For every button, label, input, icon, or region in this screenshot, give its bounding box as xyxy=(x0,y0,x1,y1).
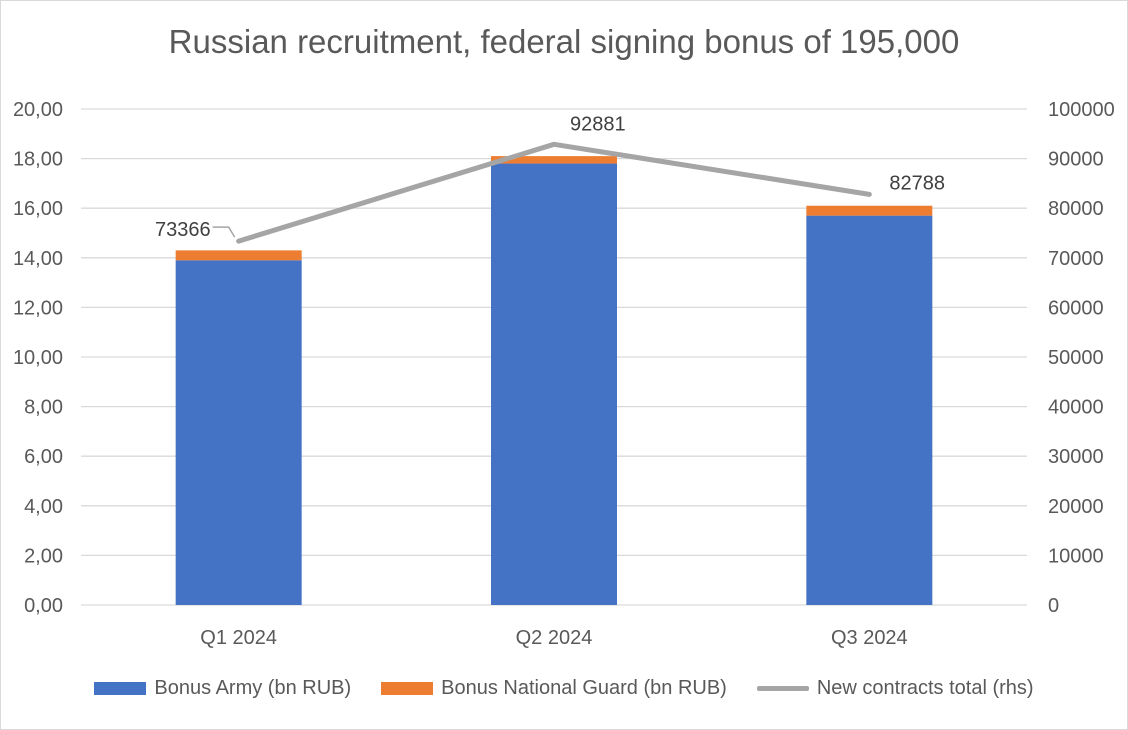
y-right-tick-label: 50000 xyxy=(1048,347,1104,369)
legend-item-bonus-army: Bonus Army (bn RUB) xyxy=(94,677,351,700)
y-left-tick-label: 10,00 xyxy=(13,347,63,369)
y-left-tick-label: 14,00 xyxy=(13,248,63,270)
chart-title: Russian recruitment, federal signing bon… xyxy=(168,23,960,60)
legend-label-bonus-army: Bonus Army (bn RUB) xyxy=(154,677,352,699)
x-tick-label: Q2 2024 xyxy=(516,627,593,649)
x-tick-label: Q1 2024 xyxy=(200,627,277,649)
bar-bonus-army-bn-rub-1 xyxy=(175,260,302,605)
legend-item-bonus-national-guard: Bonus National Guard (bn RUB) xyxy=(381,677,727,700)
y-left-tick-label: 16,00 xyxy=(13,198,63,220)
y-left-tick-label: 0,00 xyxy=(24,595,63,617)
data-label-new-contracts: 92881 xyxy=(570,113,626,135)
y-left-tick-label: 8,00 xyxy=(24,397,63,419)
y-right-tick-label: 10000 xyxy=(1048,545,1104,567)
y-right-tick-label: 90000 xyxy=(1048,149,1104,171)
y-left-tick-label: 20,00 xyxy=(13,99,63,121)
bar-bonus-national-guard-bn-rub-2 xyxy=(491,156,617,164)
data-label-new-contracts: 73366 xyxy=(155,219,211,241)
data-label-new-contracts: 82788 xyxy=(889,172,945,194)
y-right-tick-label: 60000 xyxy=(1048,297,1104,319)
y-right-tick-label: 80000 xyxy=(1048,198,1104,220)
data-label-leader-line xyxy=(212,226,236,238)
y-left-tick-label: 2,00 xyxy=(24,545,63,567)
bar-bonus-national-guard-bn-rub-3 xyxy=(806,205,933,216)
y-left-tick-label: 4,00 xyxy=(24,496,63,518)
legend-swatch-bonus-army xyxy=(94,682,147,695)
bar-bonus-national-guard-bn-rub-1 xyxy=(175,250,302,261)
legend-label-bonus-national-guard: Bonus National Guard (bn RUB) xyxy=(441,677,727,699)
y-right-tick-label: 20000 xyxy=(1048,496,1104,518)
legend-item-new-contracts: New contracts total (rhs) xyxy=(756,677,1034,700)
bar-bonus-army-bn-rub-2 xyxy=(491,163,617,605)
y-left-tick-label: 6,00 xyxy=(24,446,63,468)
x-tick-label: Q3 2024 xyxy=(831,627,908,649)
y-right-tick-label: 40000 xyxy=(1048,397,1104,419)
y-right-tick-label: 30000 xyxy=(1048,446,1104,468)
y-right-tick-label: 0 xyxy=(1048,595,1059,617)
chart-legend: Bonus Army (bn RUB) Bonus National Guard… xyxy=(1,677,1127,700)
bar-bonus-army-bn-rub-3 xyxy=(806,215,933,605)
y-right-tick-label: 100000 xyxy=(1048,99,1115,121)
line-new-contracts xyxy=(236,141,872,244)
y-left-tick-label: 18,00 xyxy=(13,149,63,171)
y-right-tick-label: 70000 xyxy=(1048,248,1104,270)
legend-swatch-bonus-national-guard xyxy=(381,682,434,695)
legend-swatch-new-contracts xyxy=(756,686,809,691)
legend-label-new-contracts: New contracts total (rhs) xyxy=(816,677,1034,699)
y-left-tick-label: 12,00 xyxy=(13,297,63,319)
